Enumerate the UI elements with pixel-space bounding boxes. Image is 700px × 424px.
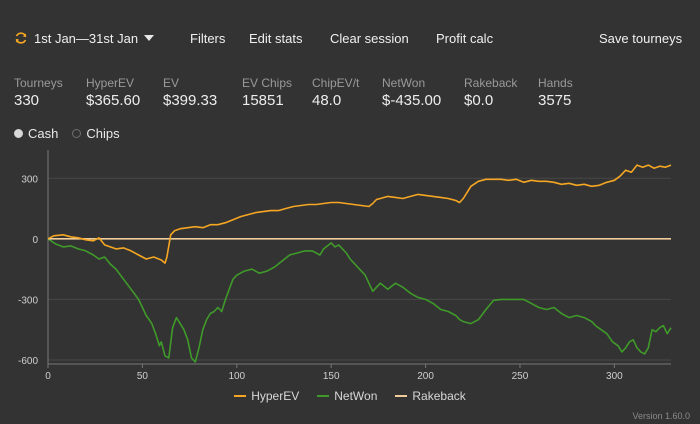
x-tick-label: 100 (228, 371, 245, 382)
date-range-label: 1st Jan—31st Jan (34, 30, 139, 46)
chips-radio[interactable]: Chips (72, 126, 120, 141)
stat-label: Hands (538, 76, 573, 90)
x-tick-label: 300 (606, 371, 623, 382)
profit-calc-button[interactable]: Profit calc (436, 31, 494, 46)
legend-swatch (395, 395, 408, 397)
stat-value: 330 (14, 92, 40, 109)
y-tick-label: -300 (18, 295, 38, 306)
stat-label: HyperEV (86, 76, 135, 90)
stats-bar: Tourneys 330 HyperEV $365.60 EV $399.33 … (0, 76, 700, 116)
version-label: Version 1.60.0 (632, 411, 690, 421)
stat-label: Rakeback (464, 76, 518, 90)
stat-label: Tourneys (14, 76, 63, 90)
x-tick-label: 50 (137, 371, 149, 382)
x-tick-label: 150 (323, 371, 340, 382)
cash-radio-label: Cash (28, 126, 59, 141)
legend-item-netwon[interactable]: NetWon (317, 389, 377, 403)
save-tourneys-button[interactable]: Save tourneys (599, 31, 683, 46)
legend-item-rakeback[interactable]: Rakeback (395, 389, 466, 403)
edit-stats-button[interactable]: Edit stats (249, 31, 303, 46)
stat-value: 15851 (242, 92, 284, 109)
legend-swatch (317, 395, 330, 397)
mode-toggle: Cash Chips (14, 126, 120, 141)
stat-value: 48.0 (312, 92, 342, 109)
stat-label: ChipEV/t (312, 76, 360, 90)
stat-value: 3575 (538, 92, 572, 109)
filters-button[interactable]: Filters (190, 31, 226, 46)
netwon-series-line (47, 238, 672, 363)
caret-down-icon (144, 35, 155, 41)
x-tick-label: 0 (45, 371, 51, 382)
y-tick-label: -600 (18, 356, 38, 367)
profit-chart: 300 0 -300 -600 0 50 100 150 200 250 300 (18, 150, 672, 382)
toolbar: 1st Jan—31st Jan Filters Edit stats Clea… (0, 0, 700, 76)
y-tick-label: 300 (21, 174, 38, 185)
stat-value: $399.33 (163, 92, 218, 109)
stat-ev: EV $399.33 (163, 76, 217, 110)
stat-rakeback: Rakeback $0.0 (464, 76, 517, 110)
stat-hyperev: HyperEV $365.60 (86, 76, 140, 110)
chart-legend: HyperEV NetWon Rakeback (0, 389, 700, 403)
hyperev-series-line (47, 164, 672, 264)
stat-chipev-per-t: ChipEV/t 48.0 (312, 76, 359, 110)
chips-radio-label: Chips (86, 126, 120, 141)
clear-session-button[interactable]: Clear session (330, 31, 409, 46)
stat-netwon: NetWon $-435.00 (382, 76, 441, 110)
radio-unselected-icon (72, 129, 82, 138)
stat-value: $365.60 (86, 92, 141, 109)
x-tick-label: 200 (417, 371, 434, 382)
legend-label: Rakeback (412, 389, 466, 403)
stat-tourneys: Tourneys 330 (14, 76, 63, 110)
stat-label: EV (163, 76, 180, 90)
radio-selected-icon (14, 129, 23, 138)
legend-swatch (234, 395, 247, 397)
legend-item-hyperev[interactable]: HyperEV (234, 389, 299, 403)
legend-label: HyperEV (251, 389, 300, 403)
stat-value: $-435.00 (382, 92, 442, 109)
stat-label: EV Chips (242, 76, 293, 90)
x-tick-label: 250 (512, 371, 529, 382)
stat-ev-chips: EV Chips 15851 (242, 76, 292, 110)
date-range-selector[interactable]: 1st Jan—31st Jan (14, 28, 155, 48)
refresh-cycle-icon (14, 31, 28, 45)
cash-radio[interactable]: Cash (14, 126, 58, 141)
stat-value: $0.0 (464, 92, 494, 109)
stat-hands: Hands 3575 (538, 76, 573, 110)
stat-label: NetWon (382, 76, 426, 90)
y-tick-label: 0 (32, 235, 38, 246)
legend-label: NetWon (334, 389, 378, 403)
